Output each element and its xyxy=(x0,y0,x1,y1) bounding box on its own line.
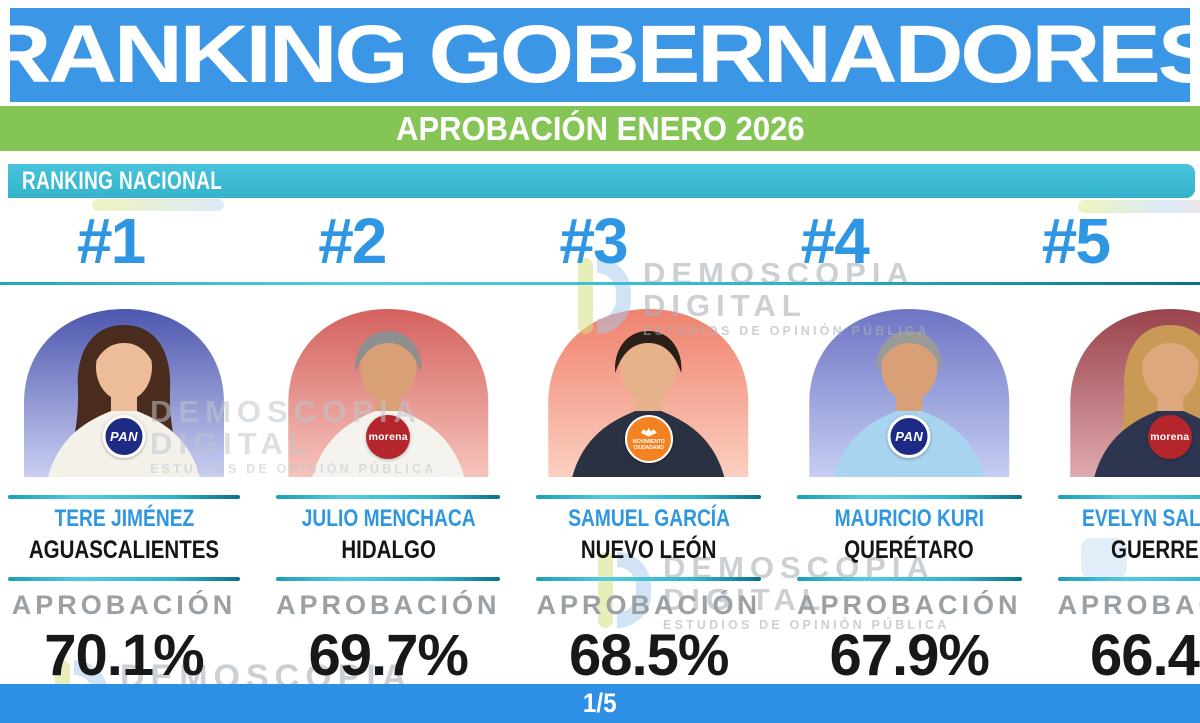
governor-portrait xyxy=(548,309,749,477)
party-badge-pan: PAN xyxy=(102,415,146,458)
section-title: RANKING NACIONAL xyxy=(22,166,223,195)
approval-label: APROBACIÓN xyxy=(536,590,761,620)
card-divider xyxy=(536,495,761,499)
face-shape xyxy=(881,333,938,401)
face-shape xyxy=(95,333,152,401)
governor-name: EVELYN SALGADO xyxy=(1081,505,1200,532)
rank-number-2: #2 xyxy=(318,205,387,277)
governor-photo: PAN xyxy=(8,301,240,477)
governor-portrait xyxy=(23,309,224,477)
governor-card-3: MOVIMIENTO CIUDADANO SAMUEL GARCÍA NUEVO… xyxy=(536,301,761,687)
approval-label: APROBACIÓN xyxy=(275,590,501,620)
footer-pagination-bar: 1/5 xyxy=(0,684,1200,723)
governor-state: QUERÉTARO xyxy=(844,536,974,564)
page-title: RANKING GOBERNADORES xyxy=(10,9,1190,100)
neck-shape xyxy=(635,395,662,415)
divider-line xyxy=(0,282,1200,285)
governor-card-1: PAN TERE JIMÉNEZ AGUASCALIENTES APROBACI… xyxy=(8,301,240,687)
governor-state: HIDALGO xyxy=(340,536,436,564)
section-bar: RANKING NACIONAL xyxy=(8,164,1195,198)
hair-cap-shape xyxy=(615,331,682,373)
card-divider xyxy=(1057,577,1200,581)
governor-state: NUEVO LEÓN xyxy=(580,536,717,564)
face-shape xyxy=(360,333,417,401)
neck-shape xyxy=(110,395,137,415)
party-badge-morena: morena xyxy=(366,415,411,459)
approval-value: 69.7% xyxy=(308,623,468,688)
rank-row: #1 #2 #3 #4 #5 xyxy=(0,204,1200,280)
governor-photo: morena xyxy=(1058,301,1200,477)
rank-number-3: #3 xyxy=(559,205,628,277)
neck-shape xyxy=(375,395,402,415)
header-band: RANKING GOBERNADORES xyxy=(10,8,1190,102)
governor-state: GUERRERO xyxy=(1110,536,1200,564)
rank-number-1: #1 xyxy=(77,205,146,277)
governor-state: AGUASCALIENTES xyxy=(28,536,220,564)
hair-cap-shape xyxy=(1136,331,1200,373)
governor-photo: PAN xyxy=(797,301,1022,477)
governor-name: TERE JIMÉNEZ xyxy=(54,505,194,532)
governor-name: MAURICIO KURI xyxy=(834,505,984,532)
party-badge-morena: morena xyxy=(1147,415,1192,459)
card-divider xyxy=(8,495,240,499)
approval-value: 68.5% xyxy=(569,623,729,688)
card-divider xyxy=(1057,495,1200,499)
approval-label: APROBACIÓN xyxy=(11,590,237,620)
governor-cards: PAN TERE JIMÉNEZ AGUASCALIENTES APROBACI… xyxy=(0,301,1200,687)
subtitle: APROBACIÓN ENERO 2026 xyxy=(395,110,805,147)
approval-label: APROBACIÓN xyxy=(797,590,1022,620)
approval-value: 70.1% xyxy=(44,623,204,688)
governor-card-5: morena EVELYN SALGADO GUERRERO APROBACIÓ… xyxy=(1057,301,1200,688)
governor-photo: MOVIMIENTO CIUDADANO xyxy=(536,301,761,477)
card-divider xyxy=(8,577,240,581)
subtitle-band: APROBACIÓN ENERO 2026 xyxy=(0,106,1200,151)
approval-value: 66.4% xyxy=(1090,623,1200,688)
approval-value: 67.9% xyxy=(829,623,990,688)
governor-name: SAMUEL GARCÍA xyxy=(567,505,730,532)
face-shape xyxy=(620,333,677,401)
party-badge-movimiento-ciudadano: MOVIMIENTO CIUDADANO xyxy=(624,415,673,463)
rank-number-5: #5 xyxy=(1041,205,1111,277)
hair-cap-shape xyxy=(876,331,943,373)
card-divider xyxy=(797,495,1022,499)
neck-shape xyxy=(896,395,923,415)
governor-card-4: PAN MAURICIO KURI QUERÉTARO APROBACIÓN 6… xyxy=(797,301,1022,687)
hair-cap-shape xyxy=(90,331,158,373)
governor-photo: morena xyxy=(276,301,501,477)
card-divider xyxy=(536,577,761,581)
party-badge-pan: PAN xyxy=(887,415,931,458)
card-divider xyxy=(797,577,1022,581)
rank-number-4: #4 xyxy=(800,205,870,277)
card-divider xyxy=(275,495,501,499)
governor-card-2: morena JULIO MENCHACA HIDALGO APROBACIÓN… xyxy=(275,301,501,688)
approval-label: APROBACIÓN xyxy=(1057,590,1200,620)
page-indicator: 1/5 xyxy=(583,688,617,718)
card-divider xyxy=(275,577,501,581)
hair-cap-shape xyxy=(354,331,422,373)
governor-name: JULIO MENCHACA xyxy=(301,505,476,532)
